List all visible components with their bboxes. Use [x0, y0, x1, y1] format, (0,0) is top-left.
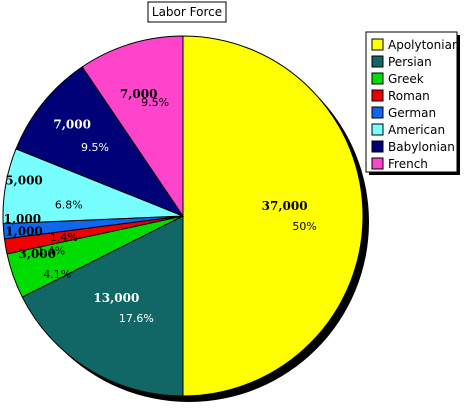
slice-value-label: 7,000: [53, 118, 91, 132]
legend-swatch: [371, 72, 384, 85]
slice-value-label: 3,000: [18, 247, 56, 261]
legend-item-french: French: [371, 157, 428, 171]
legend-swatch: [371, 55, 384, 68]
legend-items: Apolytonian Persian Greek Roman German Americ…: [371, 38, 460, 171]
legend-label: Persian: [388, 55, 432, 69]
pie-slice-babylonian: [15, 66, 185, 218]
slice-value-label: 37,000: [262, 199, 308, 213]
legend-item-german: German: [371, 106, 436, 120]
legend-label: American: [388, 123, 445, 137]
legend-label: Roman: [388, 89, 430, 103]
legend-item-babylonian: Babylonian: [371, 140, 455, 154]
legend-item-american: American: [371, 123, 445, 137]
legend-swatch: [371, 38, 384, 51]
legend-label: Babylonian: [388, 140, 455, 154]
slice-percent-label: 50%: [292, 220, 316, 233]
slice-percent-label: 1.4%: [50, 231, 78, 244]
legend-item-greek: Greek: [371, 72, 424, 86]
legend-item-persian: Persian: [371, 55, 432, 69]
slice-percent-label: 9.5%: [141, 96, 169, 109]
slice-value-label: 1,000: [4, 212, 42, 226]
legend: Apolytonian Persian Greek Roman German Americ…: [365, 31, 460, 175]
pie-slice-apolytonian: [182, 35, 364, 397]
legend-item-apolytonian: Apolytonian: [371, 38, 460, 52]
slice-percent-label: 6.8%: [55, 199, 83, 212]
slice-value-label: 7,000: [120, 87, 158, 101]
pie-slice-french: [81, 35, 184, 218]
slice-percent-label: 9.5%: [81, 141, 109, 154]
pie-slice-persian: [21, 215, 184, 397]
legend-item-roman: Roman: [371, 89, 430, 103]
slice-value-label: 5,000: [5, 173, 43, 187]
slice-percent-label: 17.6%: [119, 312, 154, 325]
legend-swatch: [371, 89, 384, 102]
legend-label: German: [388, 106, 436, 120]
slice-value-label: 1,000: [5, 225, 43, 239]
chart-title-box: Labor Force: [147, 1, 227, 23]
slice-percent-label: 1.4%: [37, 244, 65, 257]
legend-swatch: [371, 123, 384, 136]
pie-slices: [2, 35, 364, 397]
legend-swatch: [371, 140, 384, 153]
legend-swatch: [371, 106, 384, 119]
legend-label: Apolytonian: [388, 38, 460, 52]
legend-label: French: [388, 157, 428, 171]
slice-percent-label: 4.1%: [43, 268, 71, 281]
legend-label: Greek: [388, 72, 424, 86]
chart-title: Labor Force: [152, 5, 222, 19]
pie-labels: 37,000 50% 13,000 17.6% 3,000 4.1% 1,000 1.4% 1,…: [4, 87, 317, 325]
slice-value-label: 13,000: [93, 291, 139, 305]
legend-swatch: [371, 157, 384, 170]
